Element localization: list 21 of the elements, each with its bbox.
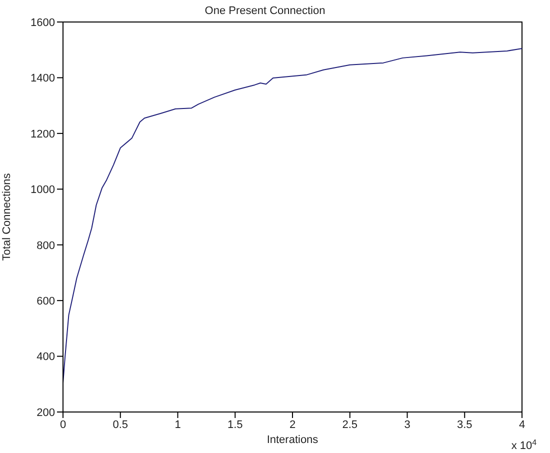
x-tick-label: 2 [289,418,296,431]
text: x 10$^{4}$ [511,438,538,452]
x-tick-label: 3.5 [456,418,472,431]
x-tick-label: 0 [60,418,66,431]
x-tick-label: 3 [404,418,410,431]
y-tick-label: 1400 [30,72,55,85]
x-tick-label: 0.5 [112,418,128,431]
x-tick-label: 4 [518,418,526,431]
x-tick-label: 2.5 [342,418,358,431]
y-axis-title: Total Connections [0,172,13,261]
x-tick-label: 1 [174,418,181,431]
y-tick-label: 1200 [30,128,55,140]
x-tick-label: 1.5 [227,418,243,431]
y-tick-label: 600 [36,295,55,308]
chart-title: One Present Connection [204,5,326,17]
y-tick-label: 1000 [30,184,55,196]
y-tick-label: 400 [36,351,55,364]
y-tick-label: 800 [36,240,55,252]
x-axis-title: Interations [266,434,319,446]
y-tick-label: 1600 [30,16,55,29]
y-tick-label: 200 [36,406,55,419]
